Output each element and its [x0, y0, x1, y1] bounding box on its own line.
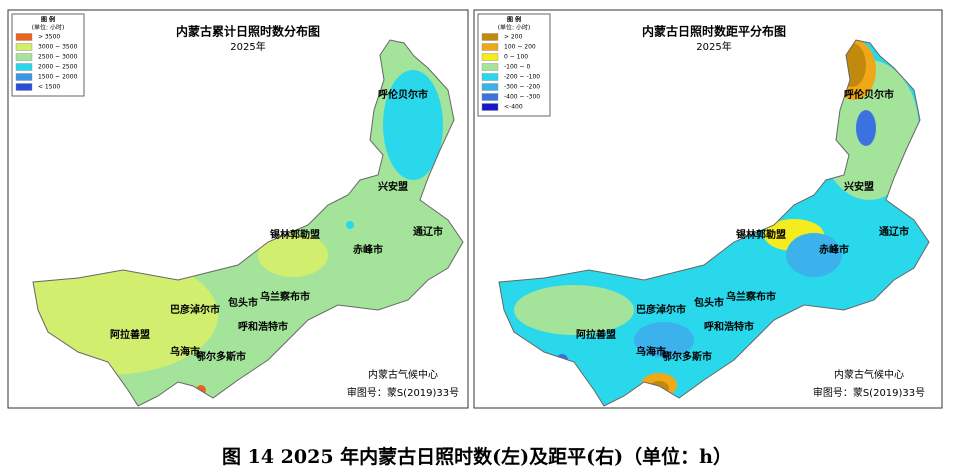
legend-swatch [481, 63, 499, 71]
legend-swatch [15, 53, 33, 61]
legend-label: 2500 ~ 3000 [38, 54, 78, 61]
place-label: 通辽市 [413, 225, 443, 238]
place-label: 呼伦贝尔市 [844, 88, 894, 101]
legend-label: 2000 ~ 2500 [38, 64, 78, 71]
zone [634, 322, 694, 358]
place-label: 乌海市 [636, 345, 666, 358]
legend-swatch [481, 103, 499, 111]
legend-swatch [481, 83, 499, 91]
zone [514, 285, 634, 335]
place-label: 呼伦贝尔市 [378, 88, 428, 101]
place-label: 呼和浩特市 [704, 320, 754, 333]
zone [258, 233, 328, 277]
legend-label: -400 ~ -300 [504, 94, 540, 101]
place-label: 赤峰市 [353, 243, 383, 256]
legend-label: 100 ~ 200 [504, 44, 536, 51]
legend-label: 0 ~ 100 [504, 54, 528, 61]
place-label: 呼和浩特市 [238, 320, 288, 333]
zone [383, 70, 443, 180]
map-title: 内蒙古累计日照时数分布图 [176, 24, 320, 39]
map-subtitle: 2025年 [696, 40, 731, 53]
legend-swatch [481, 43, 499, 51]
place-label: 巴彦淖尔市 [170, 303, 220, 316]
legend-unit: (单位: 小时) [498, 24, 531, 32]
place-label: 通辽市 [879, 225, 909, 238]
legend-swatch [15, 83, 33, 91]
credit: 内蒙古气候中心 [368, 368, 438, 381]
legend-label: 3000 ~ 3500 [38, 44, 78, 51]
legend-label: > 3500 [38, 34, 60, 41]
zone [786, 233, 842, 277]
place-label: 包头市 [228, 296, 258, 309]
credit: 内蒙古气候中心 [834, 368, 904, 381]
map-subtitle: 2025年 [230, 40, 265, 53]
legend-title: 图 例 [507, 16, 521, 24]
place-label: 阿拉善盟 [576, 328, 616, 341]
place-label: 乌兰察布市 [726, 290, 776, 303]
zone [856, 110, 876, 146]
legend-label: > 200 [504, 34, 523, 41]
place-label: 赤峰市 [819, 243, 849, 256]
map-title: 内蒙古日照时数距平分布图 [642, 24, 786, 39]
legend-unit: (单位: 小时) [32, 24, 65, 32]
zone [346, 221, 354, 229]
legend-swatch [481, 53, 499, 61]
legend-label: 1500 ~ 2000 [38, 74, 78, 81]
legend-swatch [15, 73, 33, 81]
place-label: 包头市 [694, 296, 724, 309]
place-label: 乌海市 [170, 345, 200, 358]
place-label: 鄂尔多斯市 [196, 350, 246, 363]
legend-swatch [15, 63, 33, 71]
legend-label: -200 ~ -100 [504, 74, 540, 81]
legend-label: <-400 [504, 104, 523, 111]
place-label: 锡林郭勒盟 [736, 228, 786, 241]
legend-label: -100 ~ 0 [504, 64, 530, 71]
legend-label: -300 ~ -200 [504, 84, 540, 91]
place-label: 巴彦淖尔市 [636, 303, 686, 316]
caption: 图 14 2025 年内蒙古日照时数(左)及距平(右)（单位：h） [222, 445, 732, 468]
legend-swatch [15, 43, 33, 51]
legend-swatch [481, 33, 499, 41]
legend-swatch [15, 33, 33, 41]
legend-swatch [481, 93, 499, 101]
approval: 审图号：蒙S(2019)33号 [347, 386, 459, 399]
place-label: 锡林郭勒盟 [270, 228, 320, 241]
legend-title: 图 例 [41, 16, 55, 24]
place-label: 阿拉善盟 [110, 328, 150, 341]
approval: 审图号：蒙S(2019)33号 [813, 386, 925, 399]
place-label: 乌兰察布市 [260, 290, 310, 303]
place-label: 鄂尔多斯市 [662, 350, 712, 363]
legend-label: < 1500 [38, 84, 60, 91]
place-label: 兴安盟 [378, 180, 408, 193]
place-label: 兴安盟 [844, 180, 874, 193]
legend-swatch [481, 73, 499, 81]
